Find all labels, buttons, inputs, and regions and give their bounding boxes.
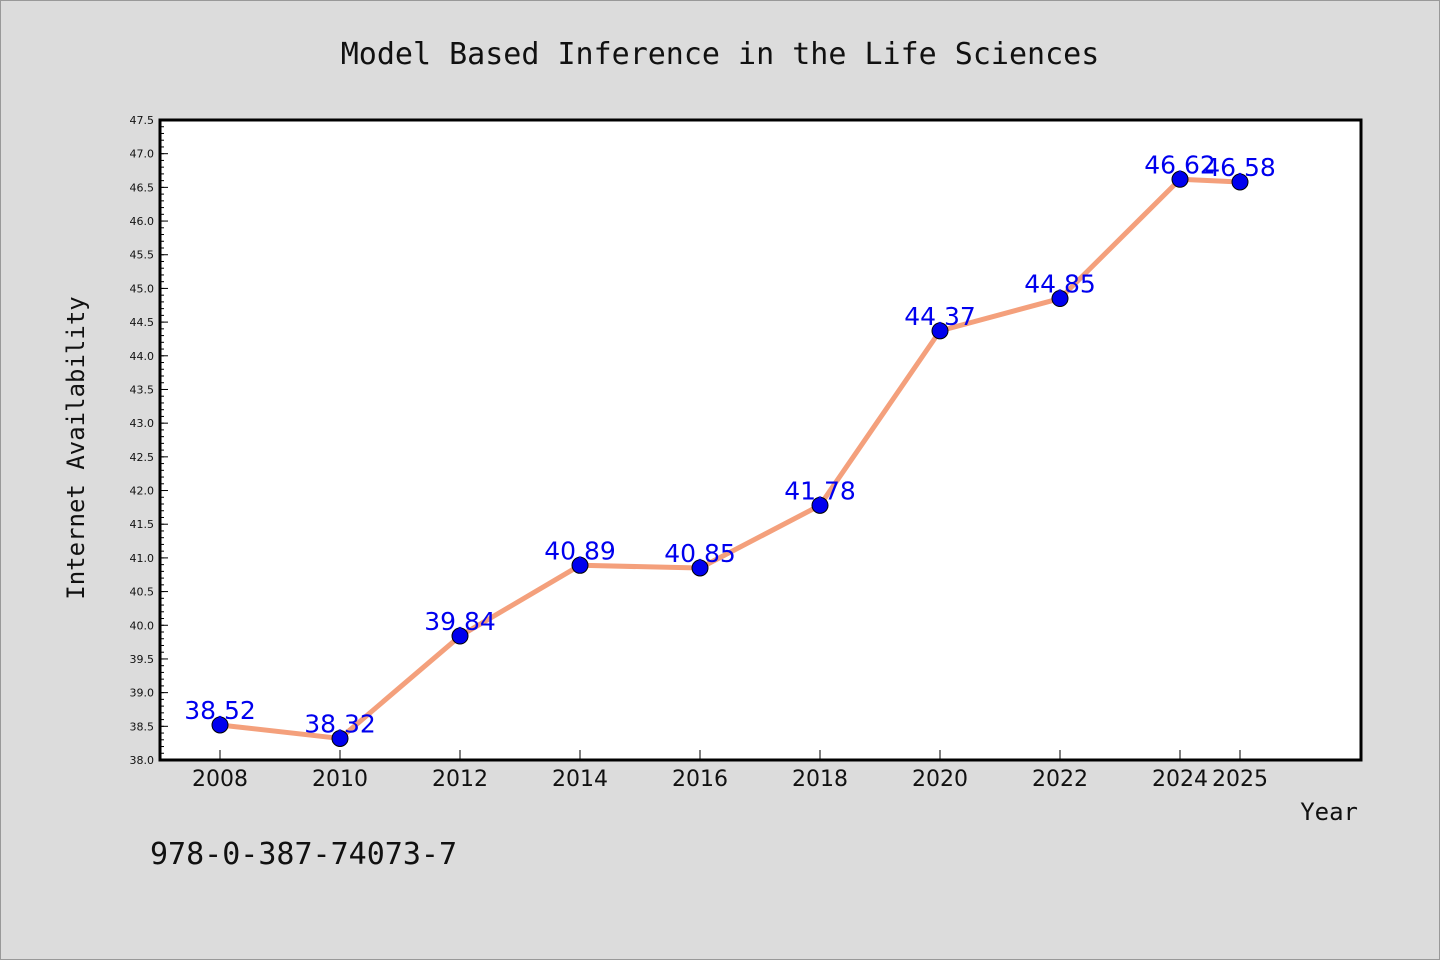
y-tick-label: 44.5 <box>130 316 155 329</box>
y-tick-label: 42.0 <box>130 485 155 498</box>
data-point <box>811 496 829 514</box>
y-tick-label: 47.0 <box>130 148 155 161</box>
y-tick-label: 43.5 <box>130 383 155 396</box>
x-tick-label: 2025 <box>1212 767 1268 792</box>
data-point <box>1171 170 1189 188</box>
x-axis-label: Year <box>1300 798 1358 826</box>
y-tick-label: 46.0 <box>130 215 155 228</box>
x-tick-label: 2014 <box>552 767 608 792</box>
data-point <box>931 322 949 340</box>
data-point <box>1051 290 1069 308</box>
plot-frame <box>158 118 1363 762</box>
data-point <box>1231 173 1249 191</box>
y-tick-label: 46.5 <box>130 181 155 194</box>
x-tick-label: 2008 <box>192 767 248 792</box>
series-line <box>217 176 1243 741</box>
data-label: 44.37 <box>904 302 976 331</box>
data-point <box>451 627 469 645</box>
y-tick-label: 40.5 <box>130 586 155 599</box>
x-tick-label: 2016 <box>672 767 728 792</box>
y-axis-label: Internet Availability <box>62 296 90 599</box>
y-tick-label: 41.0 <box>130 552 155 565</box>
x-axis-ticks: 2008 2010 2012 2014 2016 2018 2020 2022 2024 2025 <box>192 750 1268 792</box>
data-point <box>571 556 589 574</box>
data-label: 44.85 <box>1024 270 1096 299</box>
y-tick-label: 38.5 <box>130 720 155 733</box>
y-tick-label: 43.0 <box>130 417 155 430</box>
series-group: 38.52 38.32 39.84 40.89 40.85 41.78 44.37 44.85… <box>184 150 1276 747</box>
y-tick-label: 39.0 <box>130 687 155 700</box>
data-label: 41.78 <box>784 476 856 505</box>
x-tick-label: 2012 <box>432 767 488 792</box>
data-point <box>211 716 229 734</box>
y-tick-label: 40.0 <box>130 619 155 632</box>
isbn-text: 978-0-387-74073-7 <box>150 837 457 872</box>
y-tick-label: 39.5 <box>130 653 155 666</box>
x-tick-label: 2020 <box>912 767 968 792</box>
data-label: 38.52 <box>184 696 256 725</box>
y-tick-label: 42.5 <box>130 451 155 464</box>
y-tick-label: 45.0 <box>130 282 155 295</box>
chart-title: Model Based Inference in the Life Scienc… <box>341 37 1100 72</box>
data-label: 46.62 <box>1144 150 1216 179</box>
y-tick-label: 44.0 <box>130 350 155 363</box>
data-point <box>331 729 349 747</box>
x-tick-label: 2018 <box>792 767 848 792</box>
data-label: 40.89 <box>544 536 616 565</box>
y-tick-label: 38.0 <box>130 754 155 767</box>
x-tick-label: 2010 <box>312 767 368 792</box>
x-tick-label: 2022 <box>1032 767 1088 792</box>
y-tick-label: 45.5 <box>130 249 155 262</box>
data-label: 39.84 <box>424 607 496 636</box>
data-point <box>691 559 709 577</box>
plot-area <box>160 120 1361 760</box>
x-tick-label: 2024 <box>1152 767 1208 792</box>
data-label: 46.58 <box>1204 153 1276 182</box>
y-tick-label: 47.5 <box>130 114 155 127</box>
data-label: 40.85 <box>664 539 736 568</box>
data-label: 38.32 <box>304 709 376 738</box>
y-tick-label: 41.5 <box>130 518 155 531</box>
